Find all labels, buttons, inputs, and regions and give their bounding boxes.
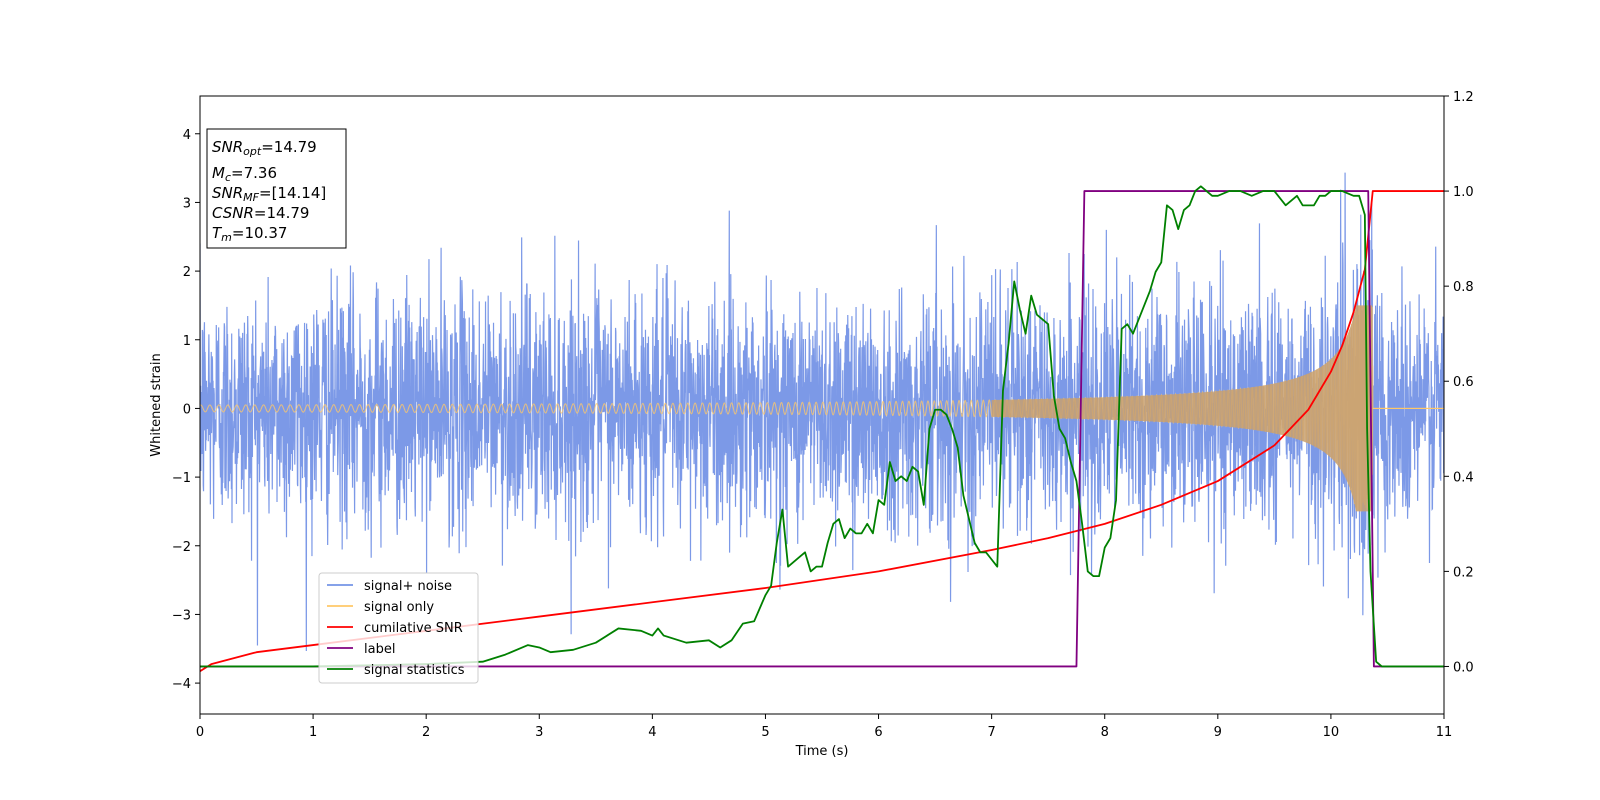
y2-tick-label: 0.2 <box>1453 565 1474 580</box>
y-tick-label: −4 <box>172 677 191 692</box>
y-axis-right: 0.0 0.2 0.4 0.6 0.8 1.0 1.2 <box>1444 90 1474 675</box>
info-snr-mf: SNRMF=[14.14] <box>212 184 326 204</box>
series-signal-statistics <box>200 185 1444 668</box>
legend-label: signal+ noise <box>364 579 452 594</box>
y2-tick-label: 0.6 <box>1453 375 1474 390</box>
info-snr-opt: SNRopt=14.79 <box>212 138 317 158</box>
y2-tick-label: 1.2 <box>1453 90 1474 105</box>
legend-frame <box>318 572 479 684</box>
signal-only-envelope <box>991 305 1373 512</box>
x-tick-label: 5 <box>761 725 769 740</box>
info-mc-value: =7.36 <box>231 164 277 182</box>
info-box-frame <box>206 128 347 249</box>
info-mc: Mc=7.36 <box>212 164 277 184</box>
y-tick-label: 2 <box>183 265 191 280</box>
x-tick-label: 4 <box>648 725 656 740</box>
legend: signal+ noise signal only cumilative SNR la… <box>318 572 479 684</box>
info-snr-opt-value: =14.79 <box>261 138 317 156</box>
info-tm: Tm=10.37 <box>212 224 287 244</box>
x-tick-label: 1 <box>309 725 317 740</box>
legend-label: label <box>364 642 395 657</box>
plot-frame <box>199 95 1445 715</box>
y-tick-label: −1 <box>172 471 191 486</box>
y-axis-label: Whitened strain <box>149 353 164 456</box>
y-axis-left: −4 −3 −2 −1 0 1 2 3 4 <box>172 128 200 692</box>
x-axis: 0 1 2 3 4 5 6 7 8 9 10 11 <box>196 714 1452 740</box>
x-tick-label: 9 <box>1214 725 1222 740</box>
info-csnr-value: =14.79 <box>254 204 310 222</box>
y-tick-label: 0 <box>183 402 191 417</box>
x-tick-label: 11 <box>1436 725 1453 740</box>
info-tm-value: =10.37 <box>232 224 288 242</box>
legend-items: signal+ noise signal only cumilative SNR la… <box>327 579 465 678</box>
info-snr-mf-value: =[14.14] <box>259 184 326 202</box>
info-csnr: CSNR=14.79 <box>212 204 309 222</box>
x-tick-label: 0 <box>196 725 204 740</box>
x-tick-label: 10 <box>1323 725 1340 740</box>
x-tick-label: 2 <box>422 725 430 740</box>
y2-tick-label: 0.4 <box>1453 470 1474 485</box>
x-tick-label: 7 <box>987 725 995 740</box>
info-box: SNRopt=14.79 Mc=7.36 SNRMF=[14.14] CSNR=… <box>206 128 347 249</box>
y-tick-label: 1 <box>183 334 191 349</box>
y-tick-label: 3 <box>183 196 191 211</box>
y-tick-label: −3 <box>172 608 191 623</box>
x-axis-label: Time (s) <box>795 744 849 759</box>
legend-label: signal only <box>364 600 434 615</box>
y-tick-label: 4 <box>183 128 191 143</box>
legend-label: signal statistics <box>364 663 465 678</box>
y2-tick-label: 0.8 <box>1453 280 1474 295</box>
x-tick-label: 3 <box>535 725 543 740</box>
y-tick-label: −2 <box>172 540 191 555</box>
x-tick-label: 8 <box>1101 725 1109 740</box>
y2-tick-label: 1.0 <box>1453 185 1474 200</box>
legend-label: cumilative SNR <box>364 621 463 636</box>
x-tick-label: 6 <box>874 725 882 740</box>
y2-tick-label: 0.0 <box>1453 660 1474 675</box>
